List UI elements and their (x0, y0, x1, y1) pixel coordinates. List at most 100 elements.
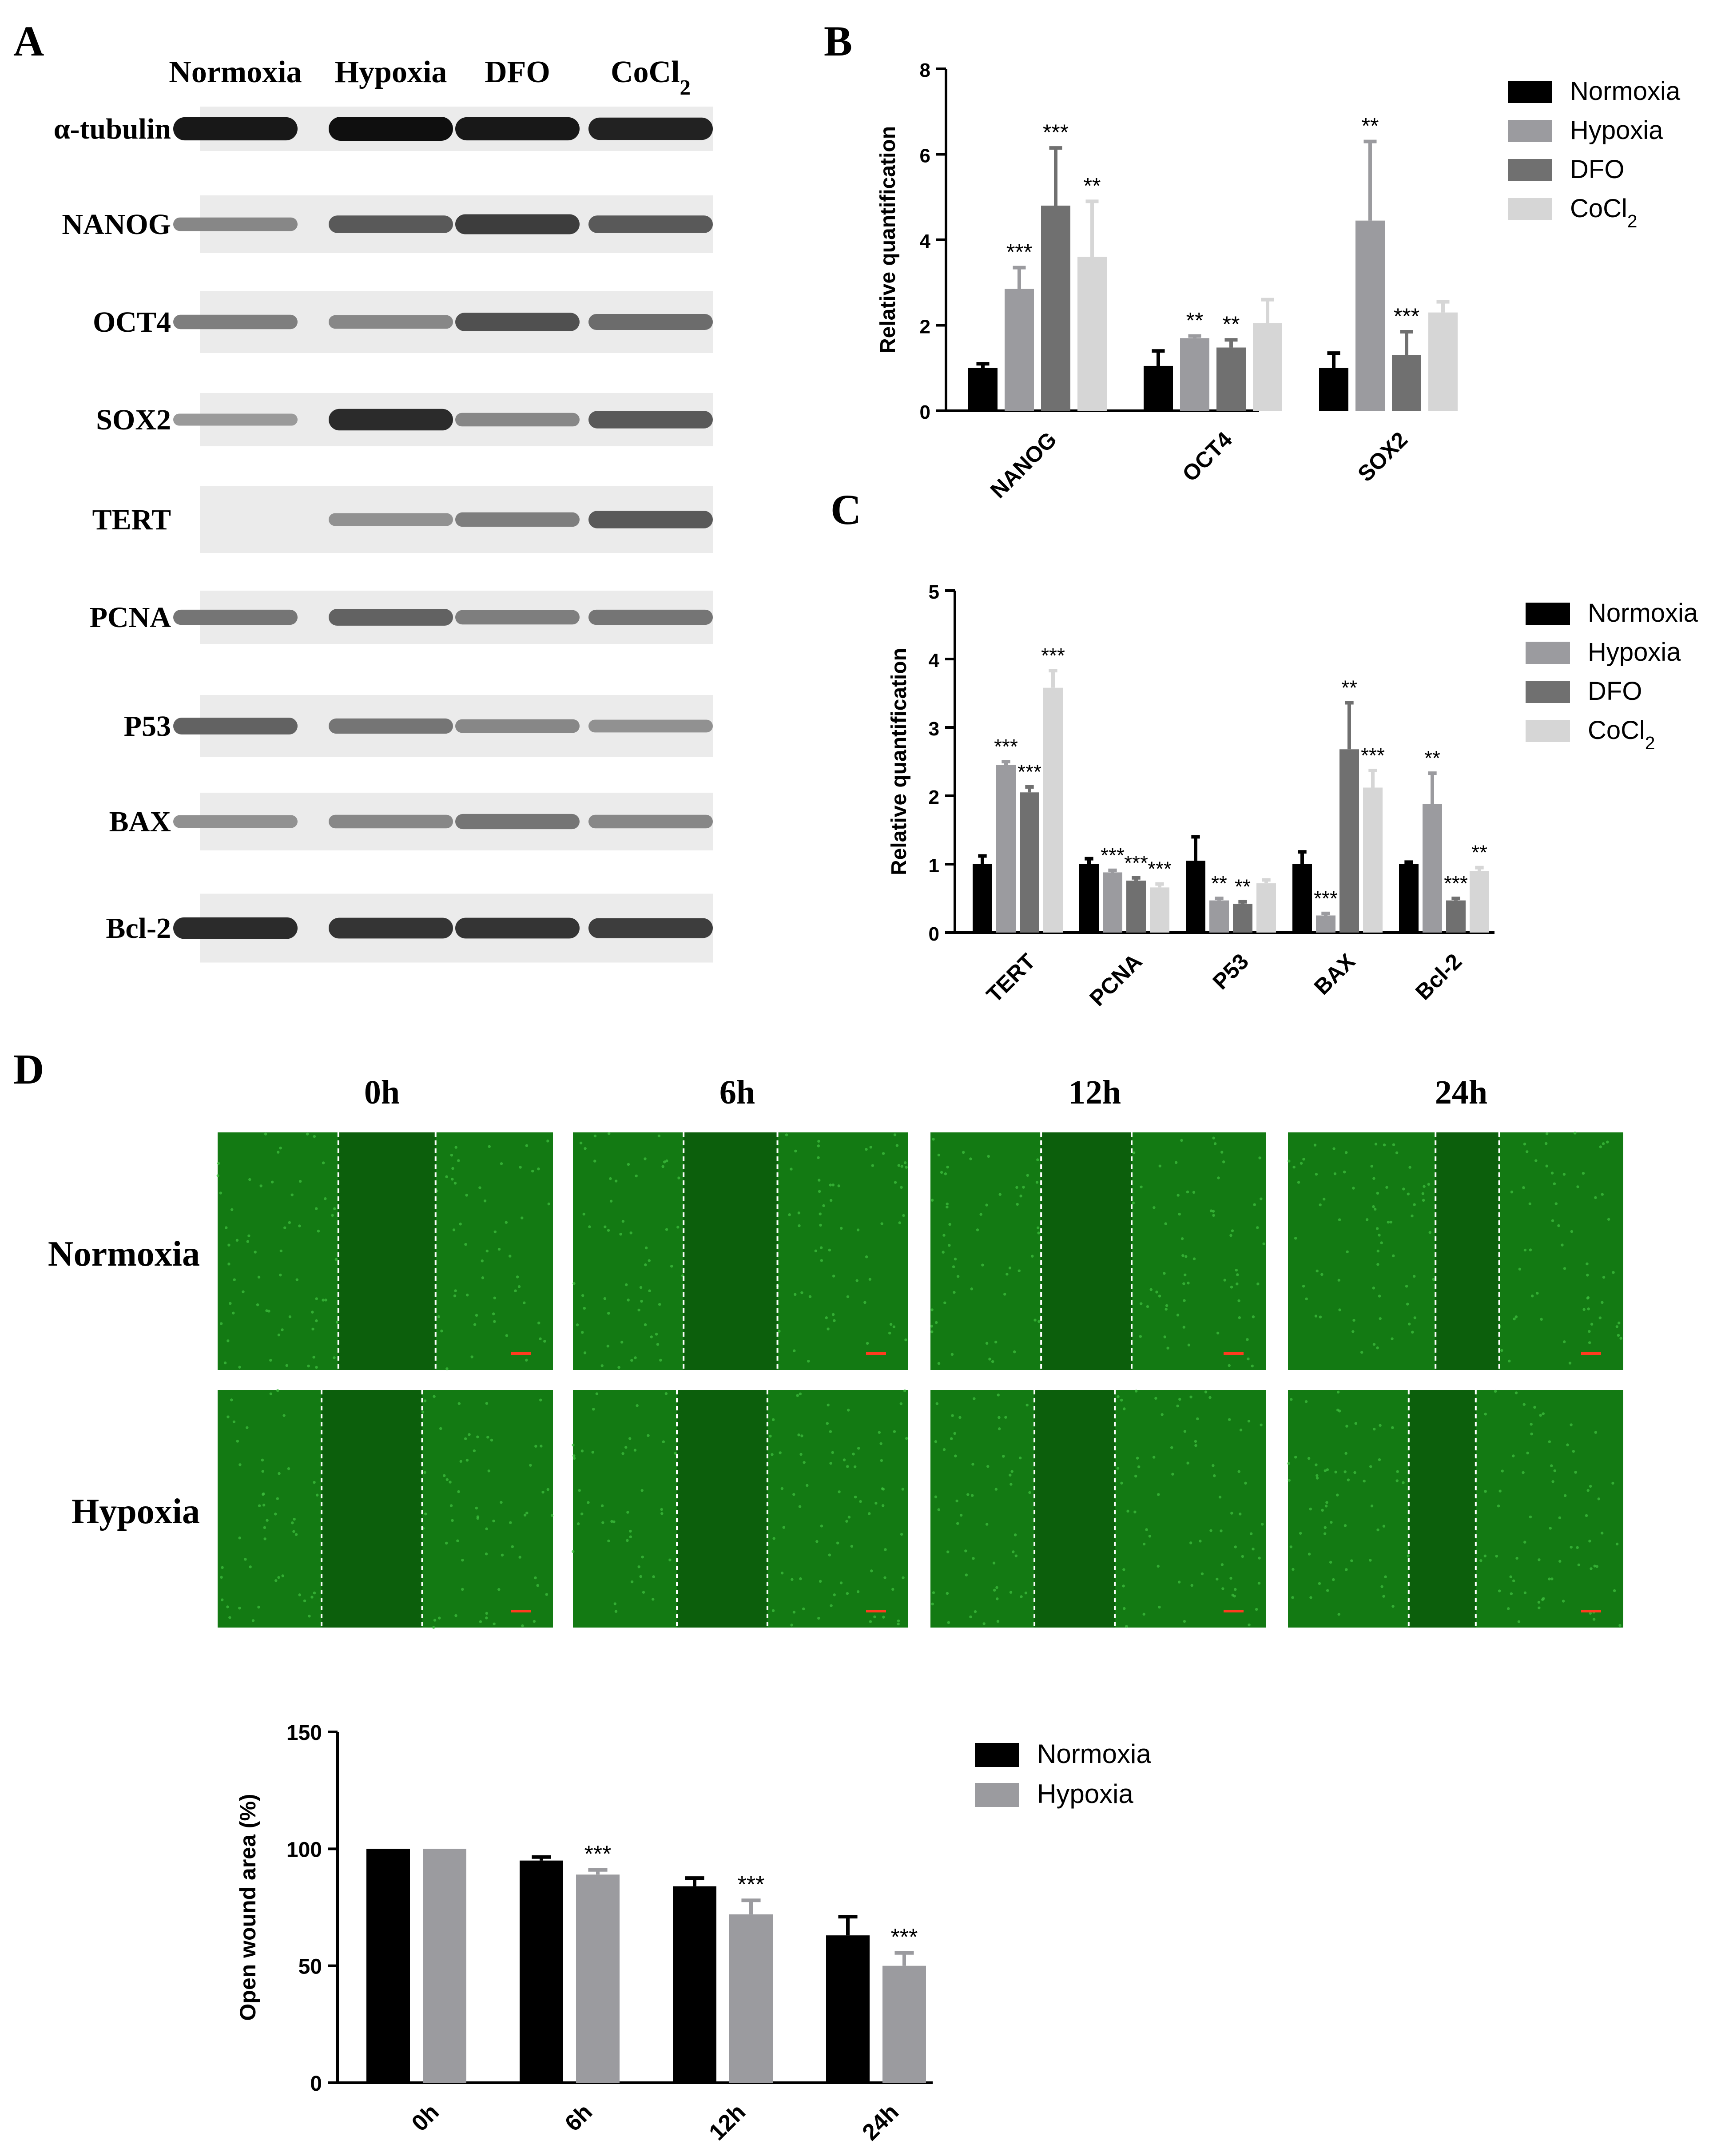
cell-speckle (1238, 1316, 1241, 1319)
cell-speckle (473, 1449, 476, 1453)
cell-speckle (865, 1255, 868, 1259)
cell-speckle (1140, 1185, 1143, 1188)
cell-speckle (424, 1512, 427, 1516)
cell-speckle (677, 1176, 680, 1179)
cell-speckle (880, 1459, 883, 1462)
cell-speckle (1549, 1527, 1552, 1530)
cell-speckle (1391, 1337, 1394, 1340)
cell-speckle (1329, 1560, 1332, 1564)
cell-speckle (1497, 1504, 1500, 1508)
y-axis-label: Relative quantification (876, 126, 900, 353)
cell-speckle (1314, 1314, 1318, 1318)
cell-speckle (1376, 1346, 1379, 1350)
cell-speckle (1316, 1477, 1319, 1480)
cell-speckle (1190, 1584, 1193, 1587)
cell-speckle (481, 1259, 484, 1263)
cell-speckle (449, 1504, 453, 1507)
significance-label: *** (891, 1925, 918, 1950)
bar-dfo-p53 (1233, 904, 1252, 933)
cell-speckle (942, 1448, 946, 1451)
cell-speckle (276, 1497, 279, 1500)
scratch-gap (322, 1390, 422, 1628)
cell-speckle (223, 1361, 227, 1365)
cell-speckle (644, 1323, 647, 1326)
cell-speckle (822, 1204, 825, 1207)
cell-speckle (1308, 1552, 1311, 1556)
cell-speckle (525, 1144, 529, 1147)
cell-speckle (1586, 1262, 1589, 1266)
cell-speckle (800, 1291, 803, 1294)
cell-speckle (468, 1433, 471, 1436)
cell-speckle (1302, 1158, 1305, 1161)
cell-speckle (464, 1437, 467, 1440)
cell-speckle (1228, 1418, 1231, 1421)
cell-speckle (1513, 1317, 1516, 1321)
cell-speckle (1375, 1227, 1379, 1230)
cell-speckle (492, 1312, 495, 1315)
cell-speckle (797, 1211, 801, 1215)
cell-speckle (1192, 1257, 1196, 1260)
panel-letter-a: A (13, 17, 44, 65)
cell-speckle (583, 1306, 586, 1310)
cell-speckle (228, 1616, 231, 1619)
cell-speckle (1180, 1139, 1183, 1142)
cell-speckle (1529, 1515, 1532, 1519)
y-tick-label: 100 (286, 1838, 322, 1862)
cell-speckle (534, 1576, 537, 1580)
cell-speckle (1255, 1608, 1258, 1611)
cell-speckle (797, 1433, 800, 1437)
blot-band (588, 719, 713, 733)
cell-speckle (627, 1298, 630, 1302)
cell-speckle (1351, 1330, 1355, 1333)
bar-cocl2-tert (1043, 687, 1063, 933)
cell-speckle (1408, 1166, 1411, 1169)
cell-speckle (1257, 1581, 1261, 1585)
bar-normoxia-oct4 (1144, 365, 1173, 411)
cell-speckle (1376, 1263, 1379, 1266)
cell-speckle (1336, 1408, 1339, 1412)
significance-label: *** (1361, 744, 1385, 767)
cell-speckle (1157, 1564, 1160, 1568)
cell-speckle (519, 1166, 522, 1169)
cell-speckle (953, 1291, 956, 1294)
significance-label: *** (584, 1842, 612, 1867)
cell-speckle (1009, 1473, 1012, 1477)
cell-speckle (1592, 1618, 1596, 1621)
cell-speckle (1352, 1318, 1355, 1322)
cell-speckle (829, 1183, 832, 1187)
scratch-gap (338, 1132, 436, 1370)
cell-speckle (1343, 1524, 1347, 1527)
cell-speckle (303, 1599, 306, 1603)
cell-speckle (1378, 1234, 1381, 1237)
blot-band (455, 512, 580, 527)
cell-speckle (438, 1616, 441, 1620)
cell-speckle (1134, 1474, 1137, 1478)
cell-speckle (294, 1533, 298, 1536)
cell-speckle (1539, 1414, 1542, 1417)
significance-label: *** (1041, 644, 1065, 667)
cell-speckle (1253, 1203, 1256, 1206)
cell-speckle (1550, 1464, 1553, 1467)
cell-speckle (1589, 1485, 1592, 1488)
cell-speckle (265, 1309, 268, 1312)
cell-speckle (1004, 1416, 1007, 1419)
legend-label-hypoxia: Hypoxia (1037, 1779, 1133, 1809)
scale-bar (1224, 1352, 1244, 1355)
cell-speckle (1374, 1143, 1378, 1146)
cell-speckle (1332, 1578, 1335, 1581)
cell-speckle (445, 1175, 448, 1179)
cell-speckle (298, 1180, 302, 1183)
significance-label: *** (994, 735, 1018, 758)
cell-speckle (1171, 1473, 1174, 1476)
cell-speckle (481, 1276, 485, 1279)
cell-speckle (952, 1265, 955, 1268)
cell-speckle (629, 1231, 632, 1235)
cell-speckle (1252, 1547, 1255, 1551)
cell-speckle (1323, 1532, 1327, 1535)
lane-label-3: CoCl2 (611, 55, 691, 99)
legend-swatch-hypoxia (975, 1783, 1019, 1807)
cell-speckle (521, 1216, 524, 1219)
y-tick-label: 150 (286, 1721, 322, 1745)
cell-speckle (459, 1460, 462, 1463)
